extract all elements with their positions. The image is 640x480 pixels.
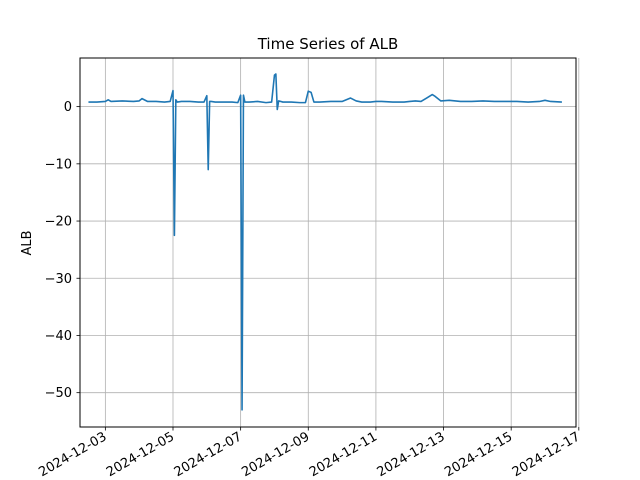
y-tick-label: −40	[45, 329, 72, 344]
chart-title: Time Series of ALB	[257, 35, 399, 53]
grid-lines	[80, 58, 580, 427]
y-tick-label: −20	[45, 215, 72, 230]
y-axis: 0 −10 −20 −30 −40 −50	[45, 100, 80, 401]
y-tick-label: −50	[45, 386, 72, 401]
series-layer	[88, 73, 562, 411]
series-line	[88, 73, 562, 411]
y-tick-label: −30	[45, 272, 72, 287]
plot-frame	[79, 57, 577, 428]
y-tick-label: −10	[45, 157, 72, 172]
y-tick-label: 0	[64, 100, 72, 115]
y-axis-label: ALB	[20, 230, 35, 255]
